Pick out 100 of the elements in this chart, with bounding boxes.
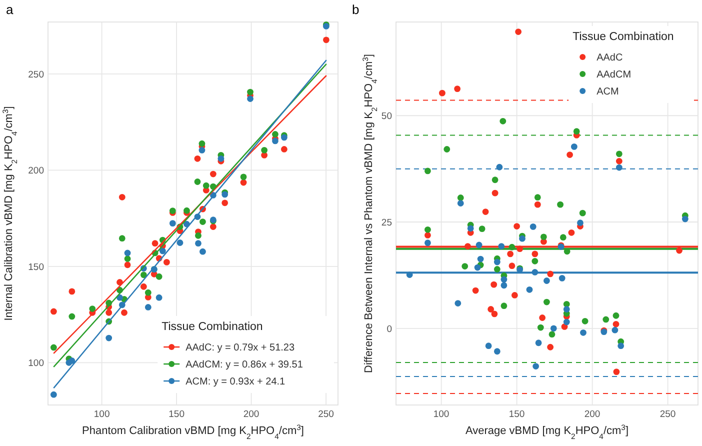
point — [118, 194, 126, 200]
point — [534, 194, 541, 201]
point — [272, 131, 278, 138]
legend-label: AAdCM: y = 0.86x + 39.51 — [186, 360, 304, 370]
point — [535, 340, 542, 346]
point — [558, 274, 566, 282]
point — [544, 298, 550, 306]
point — [507, 250, 514, 258]
point — [616, 164, 622, 171]
point — [169, 220, 176, 227]
point — [118, 235, 126, 242]
point — [508, 244, 516, 250]
point — [272, 138, 278, 144]
point — [492, 176, 498, 184]
point — [140, 272, 147, 278]
x-tick-label: 250 — [318, 409, 334, 420]
point — [500, 118, 506, 124]
point — [494, 348, 500, 355]
point — [124, 250, 131, 256]
point — [570, 143, 578, 150]
point — [548, 331, 556, 338]
point — [424, 168, 431, 174]
y-tick-label: 25 — [381, 218, 392, 229]
x-tick-label: 150 — [168, 409, 184, 420]
point — [322, 36, 330, 44]
point — [494, 258, 500, 266]
legend-label: AAdCM — [596, 70, 632, 80]
point — [240, 174, 247, 180]
point — [222, 200, 228, 206]
point — [210, 224, 216, 230]
legend-title: Tissue Combination — [572, 31, 674, 43]
point — [573, 128, 580, 135]
point — [424, 240, 431, 246]
point — [530, 223, 536, 230]
point — [568, 229, 575, 236]
point — [194, 178, 201, 185]
point — [464, 243, 471, 250]
point — [580, 329, 586, 336]
point — [500, 282, 508, 289]
point — [424, 232, 431, 238]
point — [618, 342, 624, 350]
point — [261, 146, 268, 154]
point — [457, 200, 464, 206]
point — [476, 242, 482, 248]
point — [616, 150, 622, 158]
point — [534, 201, 541, 208]
point — [406, 272, 413, 278]
point — [566, 152, 573, 158]
point — [613, 368, 620, 376]
x-tick-label: 100 — [433, 409, 450, 420]
chart-title: a — [6, 2, 14, 17]
point — [144, 304, 152, 310]
point — [195, 232, 202, 239]
point — [152, 240, 158, 247]
point — [202, 182, 210, 189]
point — [488, 306, 494, 312]
point — [140, 283, 147, 290]
y-tick-label: 200 — [28, 166, 44, 177]
point — [511, 292, 518, 298]
point — [682, 216, 688, 222]
point — [454, 86, 461, 92]
y-tick-label: 150 — [28, 262, 44, 273]
point — [537, 324, 544, 331]
point — [159, 248, 166, 254]
x-tick-label: 200 — [584, 409, 600, 420]
point — [247, 88, 254, 96]
point — [144, 289, 152, 296]
point — [184, 207, 190, 214]
point — [50, 391, 57, 398]
point — [540, 234, 547, 240]
point — [454, 300, 462, 306]
x-tick-label: 200 — [243, 409, 260, 420]
y-tick-label: 0 — [386, 324, 392, 335]
point — [532, 363, 540, 370]
point — [106, 334, 112, 342]
point — [467, 225, 474, 232]
point — [194, 155, 201, 162]
point — [612, 326, 618, 334]
point — [50, 308, 57, 315]
point — [176, 240, 184, 246]
point — [532, 269, 538, 276]
legend-label: ACM — [596, 86, 619, 98]
point — [676, 247, 682, 254]
point — [547, 344, 554, 350]
point — [494, 266, 500, 272]
point — [439, 90, 446, 96]
x-tick-label: 100 — [94, 409, 110, 420]
point — [496, 164, 503, 170]
point — [156, 273, 162, 280]
y-tick-label: 50 — [381, 111, 392, 122]
point — [121, 309, 128, 316]
x-tick-label: 150 — [508, 409, 525, 420]
point — [550, 325, 557, 332]
point — [602, 316, 610, 323]
point — [563, 318, 570, 326]
point — [68, 358, 76, 364]
point — [612, 312, 620, 319]
point — [50, 344, 57, 351]
point — [526, 286, 533, 293]
point — [247, 96, 254, 102]
